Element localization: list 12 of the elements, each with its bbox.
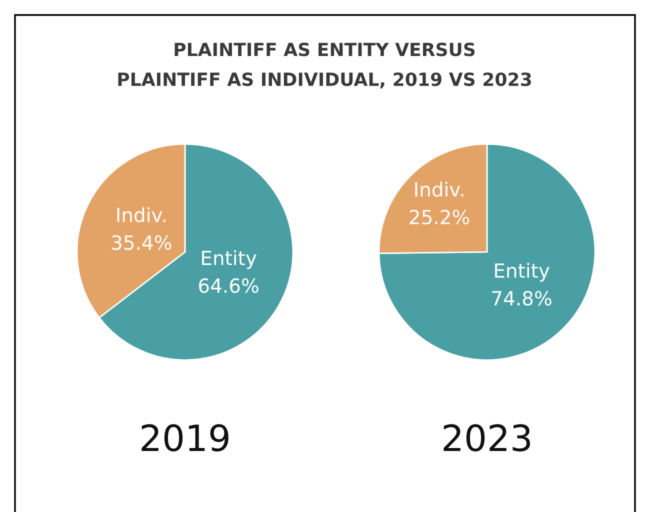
slice-label: Entity — [495, 262, 550, 282]
text: 2019 — [142, 424, 228, 452]
data-label: 25.2% — [410, 210, 470, 224]
slice-label: Indiv. — [415, 182, 464, 197]
data-label: 35.4% — [112, 235, 172, 250]
data-label: 74.8% — [492, 290, 552, 306]
chart-title: PLAINTIFF AS ENTITY VERSUS PLAINTIFF AS INDIVIDUAL, 2019 VS 2023 — [118, 42, 531, 88]
pie-slice — [378, 143, 596, 361]
slice-label: Indiv. — [117, 207, 166, 222]
slice-label: Entity — [202, 250, 256, 270]
data-label: 64.6% — [199, 278, 258, 293]
text: 2023 — [444, 424, 530, 452]
